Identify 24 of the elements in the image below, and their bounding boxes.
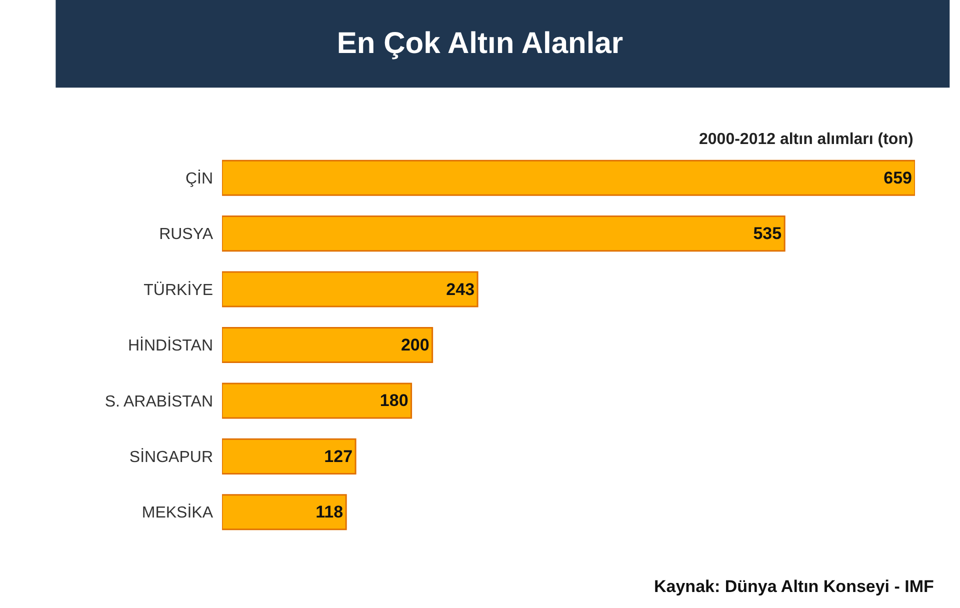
y-tick-label: S. ARABİSTAN	[104, 392, 213, 410]
y-tick-label: TÜRKİYE	[144, 280, 213, 299]
bar	[222, 326, 434, 364]
bar	[222, 382, 412, 419]
data-label: 243	[446, 280, 475, 299]
y-tick-label: ÇİN	[185, 169, 213, 188]
chart-subtitle: 2000-2012 altın alımları (ton)	[699, 131, 914, 148]
y-tick-label: HİNDİSTAN	[128, 336, 213, 355]
y-tick-label: MEKSİKA	[142, 504, 214, 522]
y-tick-label: SİNGAPUR	[129, 448, 213, 466]
bar	[222, 271, 478, 308]
bar	[222, 216, 786, 252]
y-tick-label: RUSYA	[159, 226, 214, 244]
text: Kaynak: Dünya Altın Konseyi - IMF	[654, 577, 934, 596]
chart-title: En Çok Altın Alanlar	[336, 27, 624, 60]
data-label: 180	[380, 391, 408, 410]
data-label: 659	[884, 168, 912, 188]
bar	[222, 494, 347, 530]
data-label: 200	[400, 336, 430, 354]
bar	[222, 160, 915, 196]
data-label: 127	[324, 446, 353, 466]
bar	[222, 438, 356, 474]
data-label: 535	[753, 224, 782, 244]
data-label: 118	[316, 502, 344, 522]
